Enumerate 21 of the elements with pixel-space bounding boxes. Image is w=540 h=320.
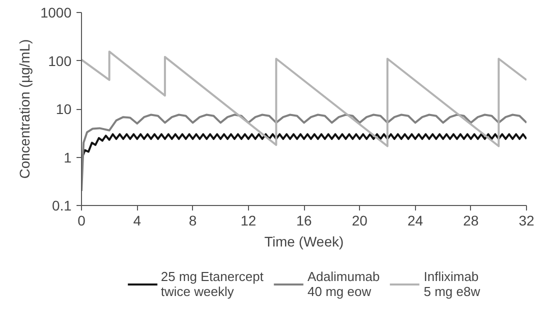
y-tick-label: 100	[48, 52, 72, 69]
y-tick-label: 0.1	[52, 198, 72, 214]
line-series	[82, 114, 526, 192]
x-tick-label: 4	[133, 212, 142, 228]
y-tick-label: 10	[56, 101, 72, 117]
x-tick-label: 20	[352, 212, 368, 228]
x-tick-label: 12	[240, 212, 256, 228]
y-axis-title: Concentration (µg/mL)	[16, 39, 32, 179]
x-tick-label: 28	[463, 212, 479, 228]
y-tick-label: 1000	[40, 4, 72, 20]
x-tick-label: 16	[296, 212, 312, 228]
x-tick-label: 24	[407, 212, 424, 228]
legend-label: Infliximab 5 mg e8w	[424, 269, 480, 299]
y-tick-label: 1	[64, 149, 72, 166]
legend-label: Adalimumab 40 mg eow	[307, 269, 380, 299]
x-tick-label: 32	[518, 212, 534, 228]
x-tick-label: 0	[78, 212, 86, 228]
x-tick-label: 8	[188, 212, 197, 228]
legend-label: 25 mg Etanercept twice weekly	[160, 269, 264, 299]
x-axis-title: Time (Week)	[264, 234, 344, 250]
line-series	[82, 50, 526, 148]
